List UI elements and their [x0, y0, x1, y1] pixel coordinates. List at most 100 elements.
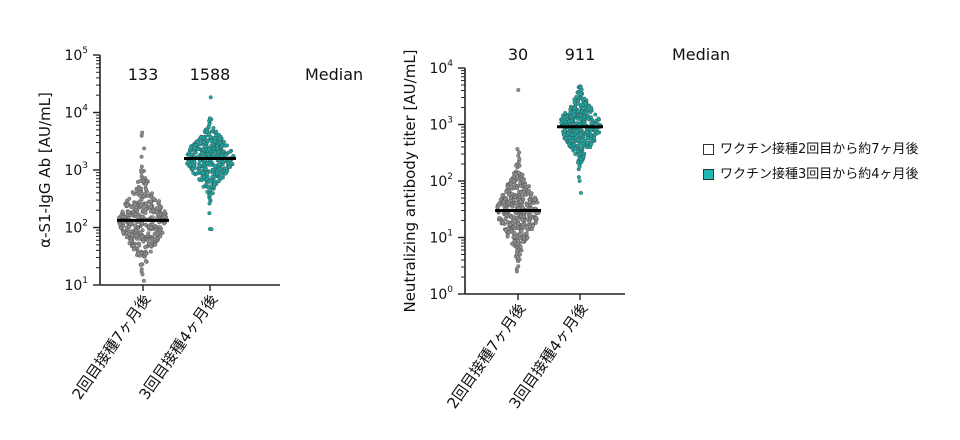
y-tick-label: 104 [64, 104, 88, 122]
data-point [576, 117, 581, 121]
data-point [504, 190, 509, 194]
data-point [121, 230, 126, 235]
data-point [530, 227, 535, 231]
y-tick-label: 103 [64, 161, 88, 179]
data-point [137, 243, 142, 248]
data-point [505, 184, 510, 189]
data-point [197, 163, 202, 168]
data-point [574, 129, 579, 134]
data-point [195, 147, 200, 152]
data-point [192, 146, 197, 151]
data-point [516, 238, 521, 243]
data-point [217, 162, 222, 167]
data-point [574, 94, 579, 99]
data-point [203, 166, 208, 171]
data-point [596, 116, 601, 121]
y-tick-label: 101 [429, 229, 453, 247]
data-point [567, 136, 572, 141]
data-point [207, 211, 212, 216]
data-point [131, 244, 136, 249]
data-point [207, 147, 212, 152]
legend: ワクチン接種2回目から約7ヶ月後 ワクチン接種3回目から約4ヶ月後 [703, 137, 919, 187]
data-point [129, 205, 134, 210]
data-point [228, 149, 233, 154]
data-point [120, 214, 125, 219]
data-point [135, 191, 140, 196]
data-point [588, 127, 593, 132]
data-point [528, 213, 533, 218]
data-point [525, 235, 530, 240]
data-point [204, 129, 209, 134]
data-point [521, 190, 526, 194]
legend-item-dose2: ワクチン接種2回目から約7ヶ月後 [703, 137, 919, 162]
data-point [578, 156, 583, 161]
data-point [139, 202, 144, 207]
data-point [154, 206, 159, 211]
data-point [508, 184, 513, 189]
data-point [578, 113, 583, 118]
data-point [145, 193, 150, 198]
data-point [211, 168, 215, 173]
median-title: Median [672, 45, 730, 64]
data-point [589, 105, 594, 110]
data-point [578, 190, 583, 195]
data-point [212, 136, 217, 141]
y-tick-label: 105 [64, 46, 88, 64]
data-point [143, 191, 147, 196]
data-point [220, 173, 225, 178]
data-point [136, 251, 141, 256]
data-point [139, 168, 144, 173]
data-point [209, 138, 214, 143]
data-point [509, 230, 514, 234]
data-point [131, 247, 136, 252]
data-point [566, 131, 571, 136]
data-point [564, 136, 569, 141]
data-point [139, 154, 144, 159]
data-point [562, 115, 567, 120]
data-point [525, 203, 529, 208]
data-point [158, 234, 163, 239]
data-point [578, 85, 583, 89]
data-point [216, 150, 221, 155]
y-tick-label: 102 [429, 172, 453, 190]
data-point [504, 213, 509, 218]
data-point [590, 117, 595, 122]
data-point [162, 209, 167, 214]
data-point [210, 175, 215, 180]
data-point [140, 130, 145, 135]
data-point [519, 194, 524, 199]
data-point [194, 139, 199, 144]
data-point [517, 156, 522, 161]
data-point [500, 220, 505, 225]
data-point [508, 222, 513, 227]
data-point [137, 186, 142, 191]
data-point [498, 197, 503, 202]
data-point [213, 150, 218, 155]
data-point [208, 184, 213, 189]
data-point [142, 146, 147, 151]
data-point [500, 193, 505, 198]
data-point [204, 177, 209, 181]
data-point [137, 236, 142, 241]
data-point [157, 199, 162, 204]
data-point [517, 232, 522, 237]
data-point [214, 129, 219, 134]
data-point [133, 202, 138, 207]
data-point [125, 203, 130, 208]
data-point [520, 205, 525, 210]
data-point [120, 209, 125, 214]
data-point [582, 96, 587, 101]
data-point [148, 249, 153, 254]
data-point [148, 199, 153, 204]
data-point [208, 135, 213, 139]
data-point [516, 88, 521, 92]
data-point [211, 146, 216, 151]
data-point [158, 225, 163, 230]
data-point [199, 151, 204, 156]
data-point [143, 259, 148, 264]
data-point [207, 122, 212, 127]
data-point [568, 107, 573, 112]
data-point [593, 112, 598, 117]
data-point [144, 201, 149, 206]
data-point [516, 221, 521, 226]
